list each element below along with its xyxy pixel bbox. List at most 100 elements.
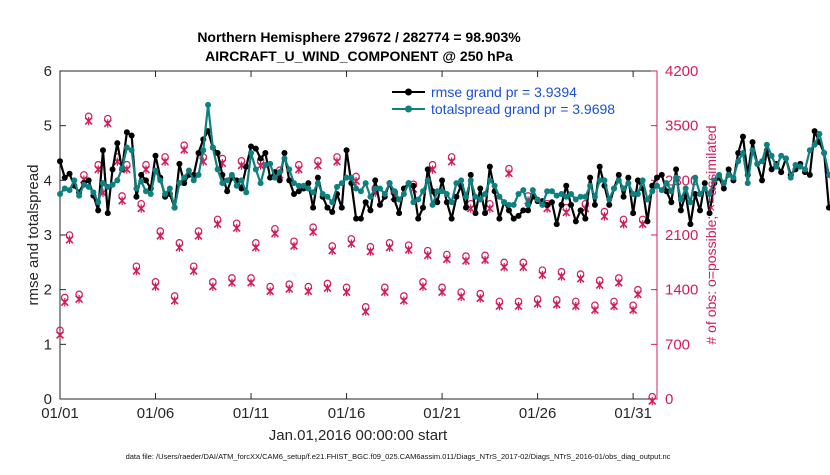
rmse-point (606, 201, 613, 208)
rmse-point (544, 201, 551, 208)
x-tick-label: 01/31 (614, 405, 652, 422)
totalspread-point (291, 180, 298, 187)
totalspread-point (76, 192, 83, 199)
rmse-point (396, 210, 403, 217)
totalspread-point (510, 201, 517, 208)
totalspread-point (133, 185, 140, 192)
totalspread-point (200, 147, 207, 154)
rmse-point (439, 177, 446, 184)
totalspread-point (725, 171, 732, 178)
rmse-point (563, 182, 570, 189)
totalspread-point (711, 177, 718, 184)
rmse-point (496, 215, 503, 222)
totalspread-point (162, 191, 169, 197)
rmse-point (295, 188, 302, 195)
totalspread-point (448, 199, 455, 206)
totalspread-point (577, 193, 584, 200)
rmse-point (668, 199, 675, 206)
totalspread-point (338, 180, 345, 187)
rmse-point (195, 150, 202, 156)
obs-assimilated-point (65, 235, 74, 244)
totalspread-point (663, 180, 670, 187)
obs-assimilated-point (562, 208, 571, 217)
totalspread-point (472, 193, 479, 200)
chart-title-line1: Northern Hemisphere 279672 / 282774 = 98… (197, 29, 521, 45)
totalspread-point (181, 174, 188, 181)
obs-assimilated-point (571, 301, 580, 311)
legend-rmse-marker (405, 88, 412, 96)
obs-assimilated-point (304, 287, 313, 296)
rmse-point (372, 177, 379, 184)
rmse-point (462, 204, 469, 211)
rmse-point (720, 185, 727, 192)
totalspread-point (505, 201, 512, 208)
totalspread-point (185, 167, 192, 174)
totalspread-point (142, 188, 149, 195)
rmse-point (286, 177, 293, 184)
totalspread-point (396, 196, 403, 203)
totalspread-point (591, 193, 598, 200)
obs-assimilated-point (533, 299, 542, 309)
rmse-point (577, 207, 584, 214)
totalspread-point (228, 171, 235, 178)
totalspread-point (587, 182, 594, 189)
totalspread-point (611, 185, 618, 192)
totalspread-point (644, 196, 651, 203)
rmse-point (142, 177, 149, 184)
rmse-point (472, 210, 479, 217)
rmse-point (109, 166, 116, 173)
rmse-point (625, 174, 632, 181)
legend-rmse-label: rmse grand pr = 3.9394 (431, 84, 577, 100)
rmse-point (305, 180, 312, 187)
totalspread-point (138, 178, 145, 185)
totalspread-point (243, 189, 250, 196)
totalspread-point (630, 191, 637, 197)
obs-assimilated-point (151, 282, 160, 291)
obs-assimilated-point (504, 169, 513, 178)
rmse-point (778, 169, 785, 176)
y-tick-label-right: 1400 (665, 282, 698, 299)
rmse-point (252, 145, 259, 152)
y-tick-label-left: 6 (44, 63, 52, 80)
totalspread-point (372, 185, 379, 192)
obs-assimilated-point (500, 262, 509, 272)
rmse-point (572, 218, 579, 225)
totalspread-point (544, 188, 551, 195)
rmse-point (95, 207, 102, 214)
rmse-point (243, 163, 250, 170)
totalspread-point (682, 185, 689, 192)
rmse-point (391, 196, 398, 203)
totalspread-point (114, 177, 121, 184)
y-tick-label-right: 3500 (665, 118, 698, 135)
x-axis-label: Jan.01,2016 00:00:00 start (269, 427, 448, 444)
rmse-point (553, 221, 560, 228)
rmse-point (663, 188, 670, 195)
totalspread-point (639, 177, 646, 184)
totalspread-point (376, 185, 383, 192)
rmse-point (520, 207, 527, 214)
rmse-point (615, 171, 622, 178)
totalspread-point (324, 193, 331, 200)
rmse-point (749, 139, 756, 146)
totalspread-point (99, 180, 106, 187)
y-tick-label-left: 1 (44, 336, 52, 353)
totalspread-point (281, 155, 288, 162)
obs-assimilated-point (648, 396, 657, 406)
obs-assimilated-point (251, 243, 260, 252)
obs-assimilated-point (75, 294, 84, 304)
totalspread-point (749, 147, 756, 154)
rmse-point (811, 128, 818, 135)
rmse-point (338, 204, 345, 211)
obs-assimilated-point (232, 223, 241, 233)
obs-assimilated-point (428, 165, 437, 174)
totalspread-point (677, 196, 684, 203)
y-tick-label-left: 0 (44, 391, 52, 408)
totalspread-point (816, 130, 823, 137)
totalspread-point (515, 191, 522, 197)
obs-assimilated-point (175, 243, 184, 252)
rmse-point (104, 210, 111, 217)
obs-assimilated-point (118, 196, 127, 205)
totalspread-point (778, 152, 785, 159)
totalspread-point (548, 188, 555, 195)
totalspread-point (300, 182, 307, 189)
